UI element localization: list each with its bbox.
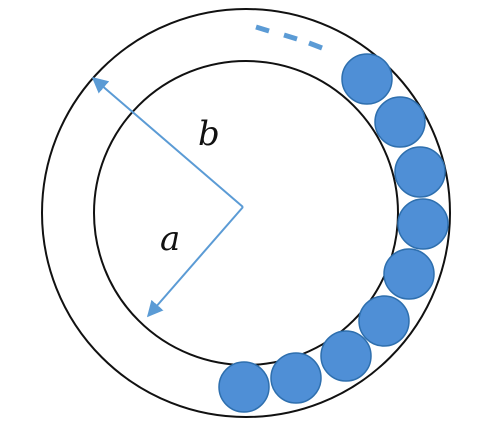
inner-radius-arrow [146,206,244,318]
outer-radius-label: b [198,114,220,154]
inner-circle [93,60,399,366]
ball [383,248,435,300]
outer-circle [41,8,451,418]
inner-radius-label: a [160,219,180,259]
ball [358,295,410,347]
ball [341,53,393,105]
outer-radius-arrow [91,76,244,208]
ball [270,352,322,404]
continuation-dashes [255,24,323,51]
ball [320,330,372,382]
ball-group [218,53,449,413]
ball [374,96,426,148]
ball [218,361,270,413]
ball [397,198,449,250]
ball [394,146,446,198]
